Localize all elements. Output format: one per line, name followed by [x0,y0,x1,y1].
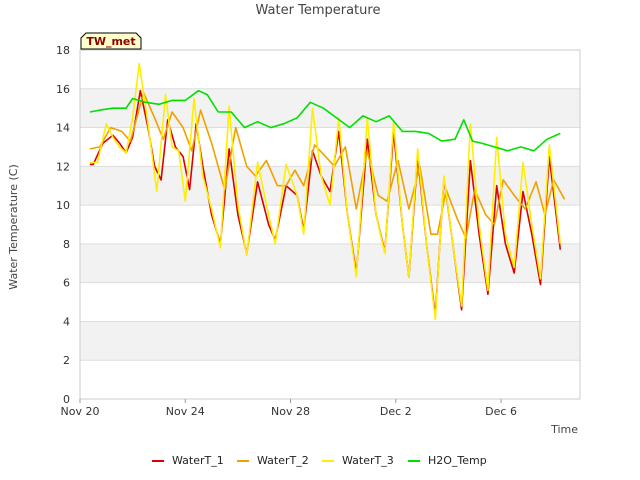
grid-band [80,50,580,89]
x-axis-ticks: Nov 20 Nov 24 Nov 28 Dec 2 Dec 6 [61,399,517,418]
legend: WaterT_1 WaterT_2 WaterT_3 H2O_Temp [152,454,487,467]
y-tick-label: 12 [56,160,70,173]
station-badge-label: TW_met [86,35,135,48]
x-tick-label: Nov 20 [61,405,100,418]
series-line-watert-2 [89,91,566,239]
x-tick-label: Nov 28 [271,405,310,418]
y-axis-label: Water Temperature (C) [7,164,20,289]
x-tick-label: Dec 2 [380,405,412,418]
legend-label: WaterT_2 [257,454,309,467]
series-line-watert-3 [89,62,562,321]
grid-band [80,243,580,283]
legend-label: H2O_Temp [428,454,487,467]
plot-frame [79,49,581,400]
y-tick-label: 10 [56,199,70,212]
series-line-h2o-temp [89,89,561,152]
y-tick-label: 0 [63,393,70,406]
chart-title: Water Temperature [256,3,381,18]
y-tick-label: 18 [56,44,70,57]
x-tick-label: Nov 24 [166,405,205,418]
y-tick-label: 4 [63,315,70,328]
legend-label: WaterT_3 [342,454,394,467]
station-badge: TW_met [80,32,142,50]
legend-label: WaterT_1 [172,454,224,467]
y-tick-label: 14 [56,122,70,135]
y-axis-ticks: 0 2 4 6 8 10 12 14 16 18 [56,44,70,406]
y-tick-label: 6 [63,277,70,290]
series-lines [89,62,566,321]
grid-band [80,360,580,399]
grid-band [80,88,580,128]
y-tick-label: 8 [63,238,70,251]
grid-band [80,321,580,361]
y-tick-label: 16 [56,83,70,96]
x-tick-label: Dec 6 [485,405,517,418]
x-axis-label: Time [550,423,578,436]
grid-band [80,282,580,322]
station-badge-shape [80,32,142,50]
y-tick-label: 2 [63,354,70,367]
